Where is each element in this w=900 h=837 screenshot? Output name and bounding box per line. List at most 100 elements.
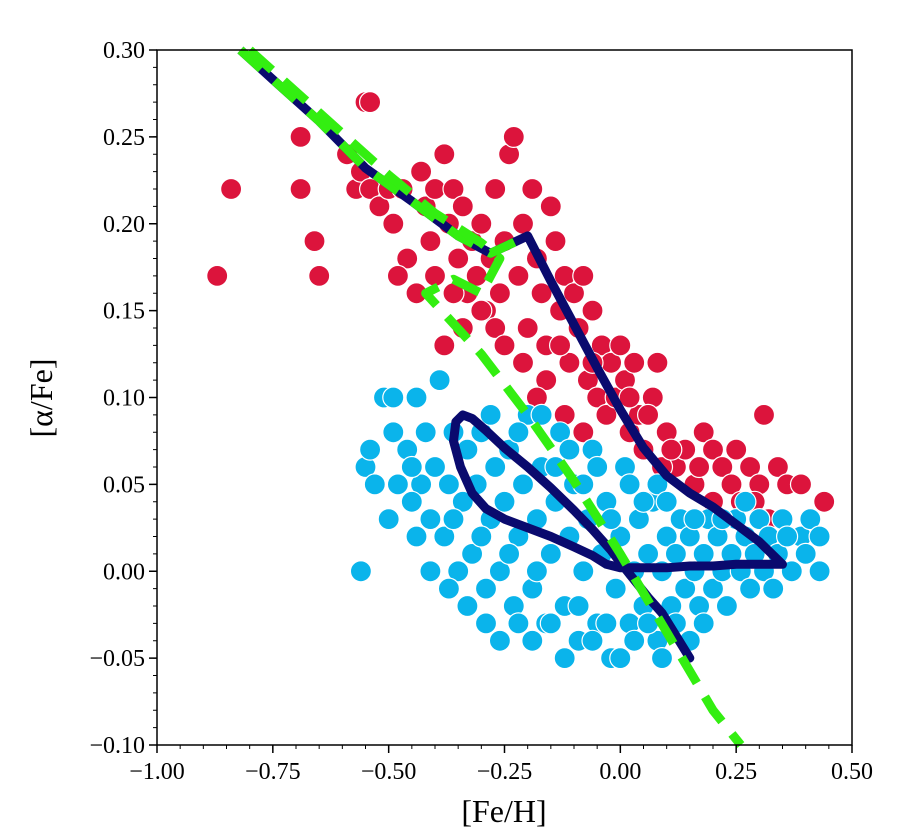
blue-point-83 [748, 507, 771, 531]
red-point-21 [433, 143, 456, 166]
blue-point-122 [618, 473, 641, 496]
blue-point-81 [738, 577, 762, 600]
y-tick-label-0: −0.10 [89, 733, 145, 759]
red-point-2 [289, 125, 312, 148]
red-point-66 [646, 351, 669, 374]
x-axis-label: [Fe/H] [461, 793, 546, 829]
red-point-37 [507, 264, 530, 287]
red-point-14 [382, 212, 405, 235]
blue-point-137 [734, 490, 757, 513]
blue-point-117 [479, 403, 502, 426]
blue-point-102 [488, 629, 511, 652]
blue-point-92 [808, 525, 831, 548]
blue-point-91 [799, 507, 822, 531]
blue-point-2 [359, 438, 382, 461]
red-point-90 [535, 369, 558, 392]
red-point-9 [359, 90, 382, 114]
blue-point-118 [507, 421, 530, 444]
y-tick-label-3: 0.05 [103, 472, 145, 498]
y-tick-label-5: 0.15 [103, 299, 145, 325]
red-point-23 [442, 177, 465, 201]
red-point-39 [516, 316, 539, 340]
blue-point-6 [382, 421, 405, 444]
red-point-53 [581, 299, 604, 322]
y-tick-label-7: 0.25 [103, 125, 145, 151]
blue-point-96 [400, 490, 423, 513]
blue-point-32 [511, 473, 535, 496]
red-point-92 [572, 421, 595, 444]
blue-point-129 [525, 560, 549, 583]
blue-point-19 [451, 490, 474, 513]
blue-point-124 [400, 455, 423, 479]
blue-point-73 [701, 577, 725, 600]
red-point-48 [558, 351, 581, 374]
blue-point-98 [419, 560, 442, 583]
blue-point-109 [595, 612, 618, 635]
axes: −1.00 −0.75 −0.50 −0.25 0.00 0.25 0.50 −0.10 −0.… [89, 38, 873, 785]
red-point-40 [521, 177, 544, 201]
blue-point-5 [377, 507, 400, 531]
red-point-76 [738, 455, 762, 479]
x-tick-label-6: 0.50 [831, 759, 873, 785]
y-tick-label-8: 0.30 [103, 38, 145, 64]
red-point-101 [548, 334, 572, 357]
blue-point-120 [558, 438, 581, 461]
blue-point-123 [646, 473, 669, 496]
blue-point-121 [586, 455, 609, 479]
blue-point-26 [484, 455, 507, 479]
blue-point-116 [692, 612, 715, 635]
red-point-12 [368, 195, 391, 218]
y-axis-label: [α/Fe] [23, 359, 59, 438]
red-point-24 [447, 247, 470, 270]
blue-point-45 [572, 560, 595, 583]
blue-point-126 [442, 507, 465, 531]
blue-point-38 [539, 542, 562, 566]
blue-point-95 [775, 525, 799, 548]
blue-point-100 [456, 594, 479, 618]
red-point-1 [220, 177, 243, 201]
blue-point-27 [488, 560, 511, 583]
blue-point-10 [410, 473, 433, 496]
blue-point-21 [461, 542, 484, 566]
blue-point-108 [581, 629, 604, 652]
blue-point-24 [474, 577, 498, 600]
blue-point-111 [623, 629, 646, 652]
blue-point-52 [604, 577, 627, 600]
blue-point-135 [683, 507, 706, 531]
blue-point-65 [664, 542, 688, 566]
red-point-0 [206, 264, 229, 287]
blue-point-59 [636, 542, 660, 566]
red-point-4 [303, 230, 326, 253]
blue-point-63 [655, 525, 678, 548]
red-point-38 [511, 212, 535, 235]
red-point-17 [410, 160, 433, 183]
x-tick-label-5: 0.25 [715, 759, 757, 785]
blue-point-94 [794, 542, 817, 566]
blue-point-97 [405, 525, 428, 548]
x-tick-label-1: −0.75 [245, 759, 301, 785]
blue-point-110 [609, 646, 632, 670]
red-point-20 [423, 177, 447, 201]
red-point-78 [752, 403, 776, 426]
red-point-5 [308, 264, 331, 287]
red-point-83 [813, 490, 836, 513]
blue-point-93 [808, 560, 831, 583]
red-point-96 [423, 264, 447, 287]
red-point-59 [609, 334, 632, 357]
red-point-3 [289, 177, 312, 201]
red-point-73 [711, 455, 734, 479]
blue-point-112 [636, 612, 660, 635]
red-point-32 [484, 177, 507, 201]
blue-point-134 [655, 490, 678, 513]
red-point-86 [433, 334, 456, 357]
red-point-71 [692, 421, 715, 444]
red-point-74 [720, 473, 743, 496]
y-tick-label-1: −0.05 [89, 646, 145, 672]
red-point-45 [544, 230, 567, 253]
blue-point-12 [419, 507, 442, 531]
red-point-51 [572, 264, 595, 287]
blue-point-119 [530, 403, 553, 426]
blue-point-71 [692, 542, 715, 566]
red-point-36 [502, 125, 525, 148]
